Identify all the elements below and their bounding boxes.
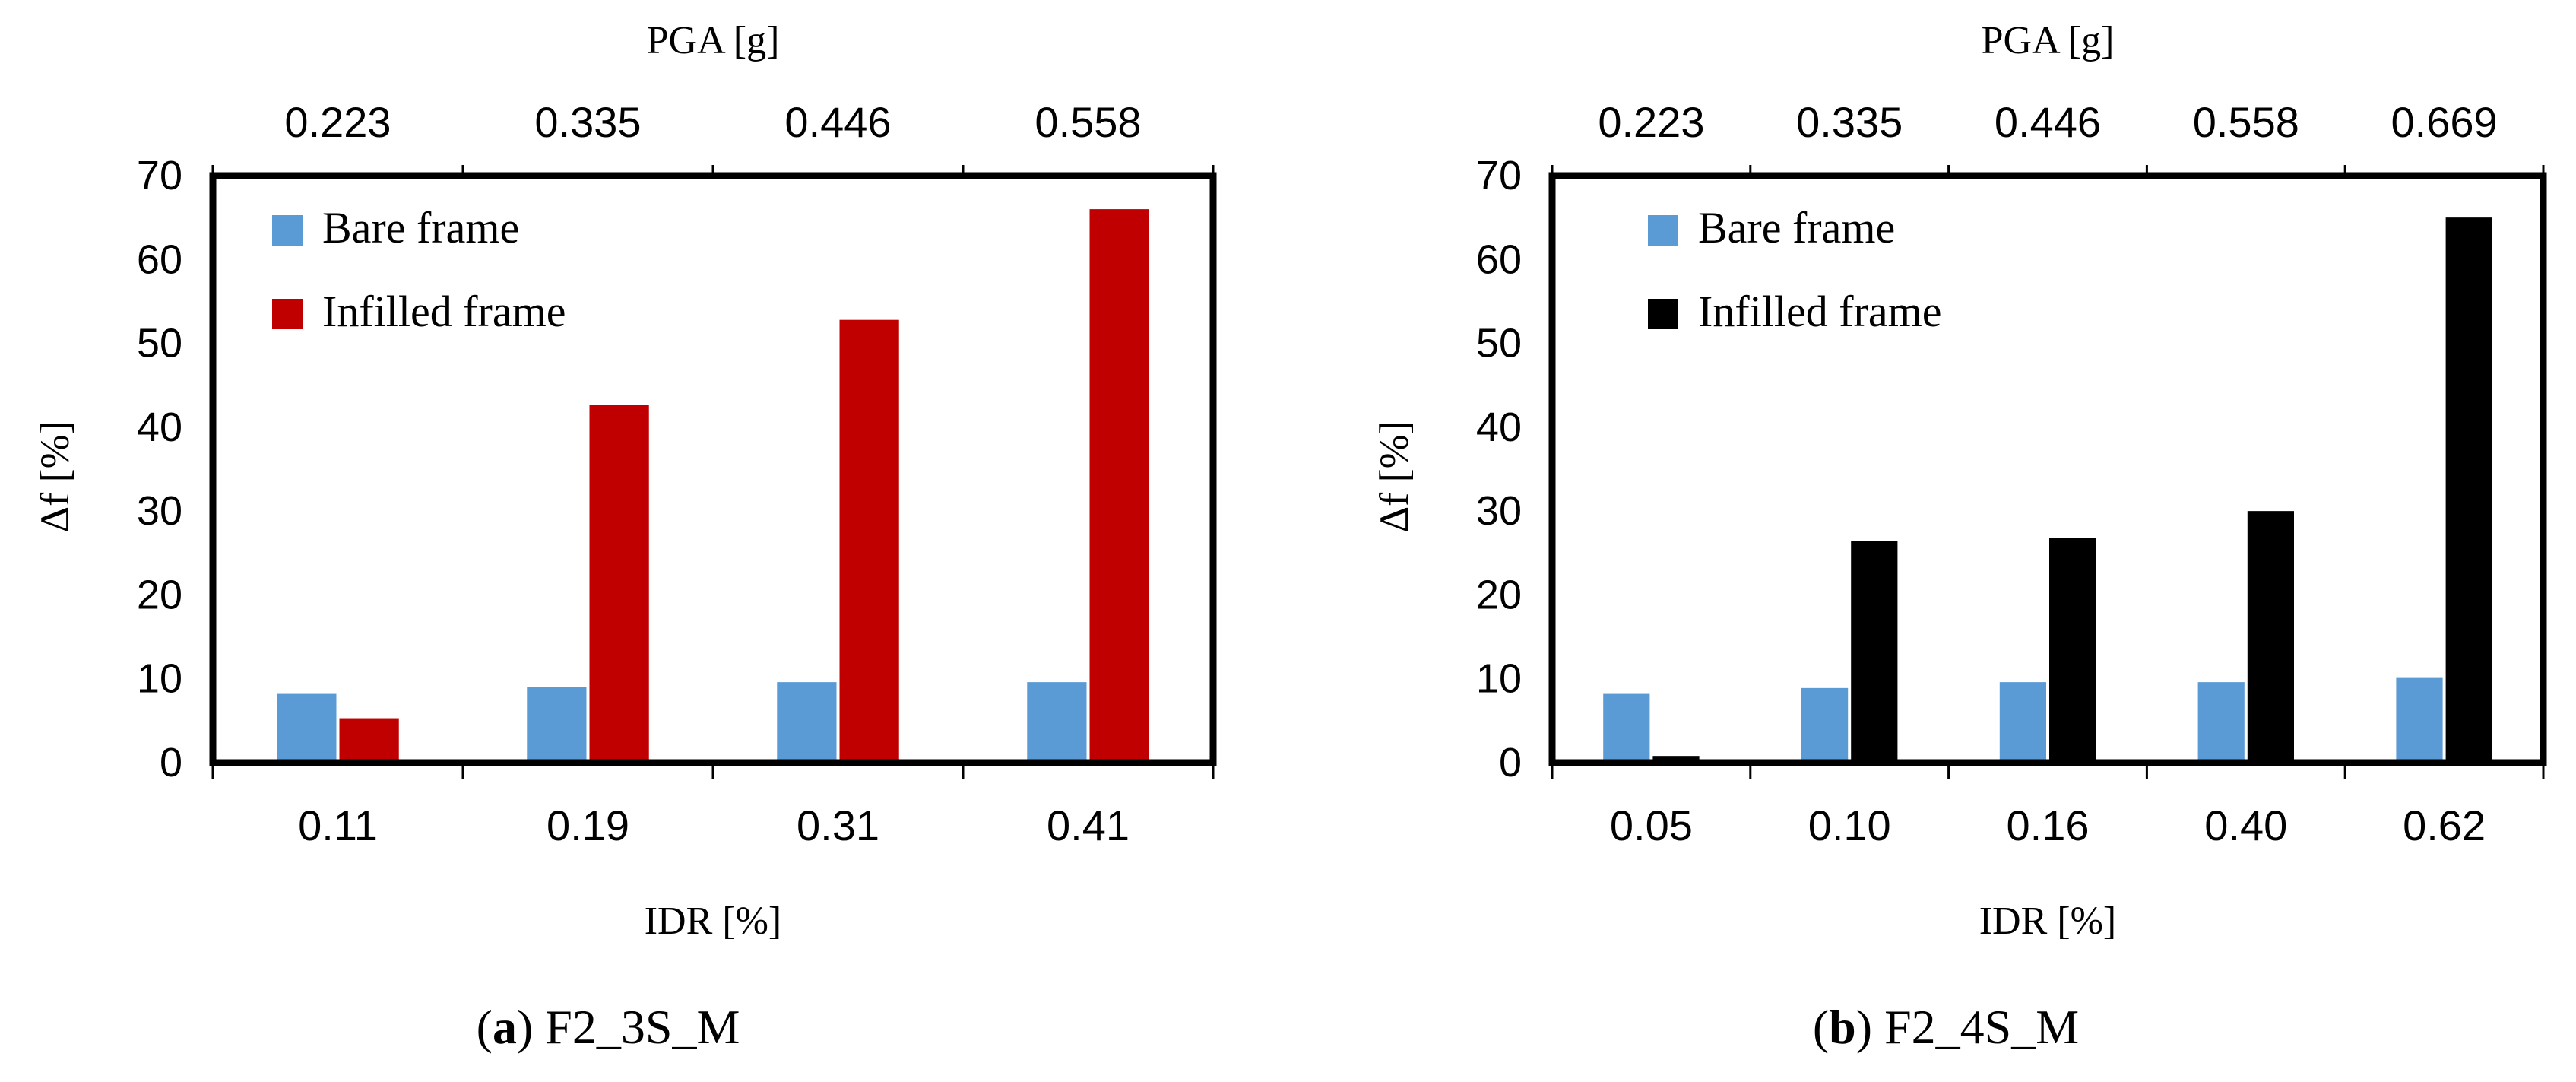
bar-infilled-frame: [839, 319, 899, 763]
legend-label: Bare frame: [322, 203, 519, 252]
y-tick-label: 50: [137, 321, 182, 366]
top-axis-title: PGA [g]: [647, 19, 780, 62]
y-tick-label: 70: [1476, 153, 1522, 198]
bar-bare-frame: [527, 687, 587, 763]
top-axis-title: PGA [g]: [1982, 19, 2115, 62]
y-tick-label: 50: [1476, 321, 1522, 366]
y-axis-title: Δf [%]: [32, 420, 78, 532]
legend-swatch: [272, 215, 303, 246]
bar-infilled-frame: [2049, 538, 2096, 763]
bar-bare-frame: [2396, 677, 2443, 763]
top-tick-label: 0.335: [1796, 98, 1903, 146]
panel-caption: (a) F2_3S_M: [477, 1000, 740, 1054]
top-tick-label: 0.446: [1995, 98, 2101, 146]
plot-area-frame: [209, 172, 1217, 766]
y-tick-label: 10: [137, 656, 182, 702]
bar-infilled-frame: [339, 718, 399, 763]
panel-label: a: [493, 1000, 517, 1054]
x-tick-label: 0.31: [797, 801, 879, 849]
y-axis-title: Δf [%]: [1371, 420, 1417, 532]
bar-bare-frame: [1999, 682, 2046, 763]
legend-label: Bare frame: [1698, 203, 1895, 252]
y-tick-label: 30: [137, 488, 182, 534]
y-tick-label: 20: [1476, 572, 1522, 617]
chart-panel-b: PGA [g] 0.223 0.335 0.446 0.558 0.669 0.05 0.…: [1371, 19, 2547, 1054]
legend-swatch: [1648, 299, 1678, 329]
panel-label: b: [1829, 1000, 1856, 1054]
x-tick-label: 0.19: [547, 801, 629, 849]
plot-area-frame: [1548, 172, 2547, 766]
bar-infilled-frame: [2445, 217, 2492, 763]
x-axis-title: IDR [%]: [645, 900, 782, 943]
y-tick-label: 40: [1476, 405, 1522, 450]
bar-infilled-frame: [1089, 209, 1149, 763]
legend-swatch: [1648, 215, 1678, 246]
bar-bare-frame: [1801, 687, 1849, 763]
bar-infilled-frame: [589, 405, 649, 763]
y-tick-label: 30: [1476, 488, 1522, 534]
top-tick-label: 0.223: [1598, 98, 1704, 146]
bar-infilled-frame: [1851, 541, 1898, 763]
legend-label: Infilled frame: [322, 287, 566, 336]
legend-label: Infilled frame: [1698, 287, 1941, 336]
top-tick-label: 0.335: [534, 98, 641, 146]
y-tick-label: 20: [137, 572, 182, 617]
x-tick-label: 0.41: [1047, 801, 1130, 849]
top-tick-label: 0.446: [784, 98, 891, 146]
caption-title: F2_4S_M: [1884, 1000, 2079, 1054]
bar-bare-frame: [2197, 682, 2245, 763]
chart-panel-a: PGA [g] 0.223 0.335 0.446 0.558 0.11 0.19 0.3…: [32, 19, 1217, 1054]
x-tick-label: 0.11: [298, 801, 378, 849]
y-tick-label: 10: [1476, 656, 1522, 702]
y-tick-label: 0: [1499, 740, 1522, 785]
top-tick-label: 0.558: [2193, 98, 2299, 146]
y-tick-label: 40: [137, 405, 182, 450]
bar-bare-frame: [1603, 693, 1650, 763]
bar-bare-frame: [1027, 682, 1087, 763]
caption-title: F2_3S_M: [545, 1000, 740, 1054]
legend: Bare frame Infilled frame: [272, 203, 566, 336]
bar-bare-frame: [277, 693, 337, 763]
top-tick-label: 0.558: [1035, 98, 1141, 146]
x-tick-label: 0.62: [2403, 801, 2486, 849]
bar-bare-frame: [777, 682, 837, 763]
top-tick-label: 0.223: [284, 98, 391, 146]
y-tick-label: 70: [137, 153, 182, 198]
x-tick-label: 0.10: [1808, 801, 1891, 849]
y-tick-label: 0: [160, 740, 182, 785]
x-tick-label: 0.40: [2204, 801, 2287, 849]
x-tick-label: 0.16: [2007, 801, 2090, 849]
legend-swatch: [272, 299, 303, 329]
y-tick-label: 60: [1476, 236, 1522, 282]
y-tick-label: 60: [137, 236, 182, 282]
top-tick-label: 0.669: [2391, 98, 2498, 146]
panel-caption: (b) F2_4S_M: [1813, 1000, 2079, 1054]
x-tick-label: 0.05: [1610, 801, 1693, 849]
bar-infilled-frame: [2247, 511, 2294, 763]
x-axis-title: IDR [%]: [1979, 900, 2117, 943]
legend: Bare frame Infilled frame: [1648, 203, 1941, 336]
